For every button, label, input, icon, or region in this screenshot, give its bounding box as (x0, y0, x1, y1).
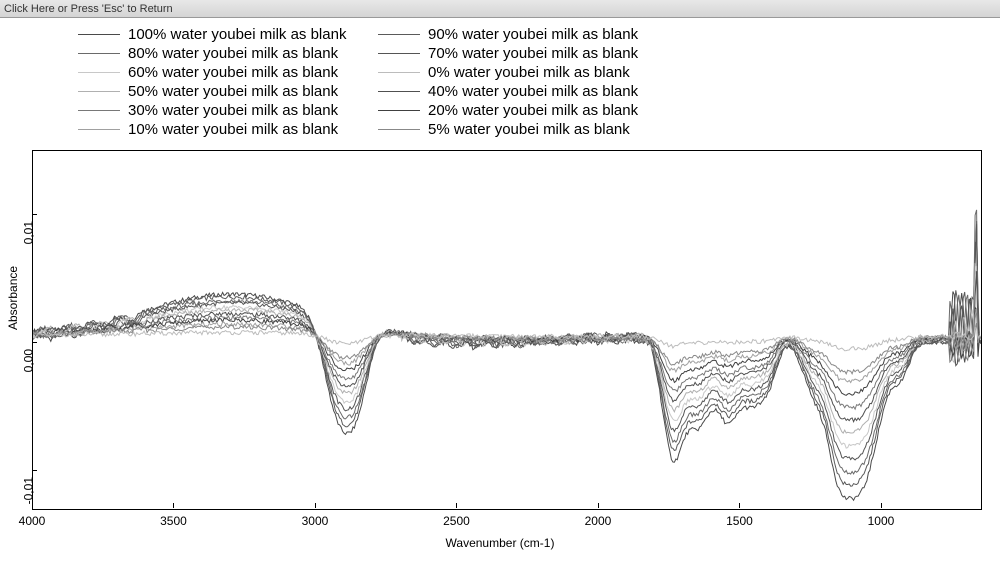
legend-swatch (78, 129, 120, 130)
legend-label: 0% water youbei milk as blank (428, 63, 630, 82)
legend-item: 100% water youbei milk as blank (78, 25, 378, 44)
x-axis-label: Wavenumber (cm-1) (0, 536, 1000, 550)
spectrum-plot (32, 150, 982, 510)
x-tick-label: 2500 (443, 514, 470, 528)
y-tick-label: 0,00 (21, 349, 35, 372)
x-tick-label: 3500 (160, 514, 187, 528)
legend-item: 0% water youbei milk as blank (378, 63, 678, 82)
titlebar-text: Click Here or Press 'Esc' to Return (4, 3, 173, 15)
legend-swatch (78, 53, 120, 54)
legend-item: 60% water youbei milk as blank (78, 63, 378, 82)
x-tick-label: 3000 (302, 514, 329, 528)
legend-item: 20% water youbei milk as blank (378, 101, 678, 120)
legend-swatch (378, 110, 420, 111)
legend-label: 80% water youbei milk as blank (128, 44, 338, 63)
legend-swatch (378, 34, 420, 35)
legend-swatch (378, 53, 420, 54)
legend-label: 90% water youbei milk as blank (428, 25, 638, 44)
legend-label: 5% water youbei milk as blank (428, 120, 630, 139)
chart-legend: 100% water youbei milk as blank 90% water… (78, 25, 678, 139)
legend-label: 10% water youbei milk as blank (128, 120, 338, 139)
legend-label: 30% water youbei milk as blank (128, 101, 338, 120)
legend-item: 30% water youbei milk as blank (78, 101, 378, 120)
legend-item: 40% water youbei milk as blank (378, 82, 678, 101)
legend-label: 60% water youbei milk as blank (128, 63, 338, 82)
x-tick-label: 1500 (726, 514, 753, 528)
legend-item: 80% water youbei milk as blank (78, 44, 378, 63)
spectrum-line (33, 264, 981, 433)
spectrum-line (33, 309, 981, 409)
legend-label: 70% water youbei milk as blank (428, 44, 638, 63)
x-tick-label: 2000 (585, 514, 612, 528)
legend-item: 50% water youbei milk as blank (78, 82, 378, 101)
legend-label: 50% water youbei milk as blank (128, 82, 338, 101)
legend-label: 40% water youbei milk as blank (428, 82, 638, 101)
legend-label: 20% water youbei milk as blank (428, 101, 638, 120)
legend-swatch (378, 72, 420, 73)
x-tick-label: 1000 (868, 514, 895, 528)
spectrum-line (33, 221, 981, 500)
y-tick-label: 0,01 (21, 221, 35, 244)
legend-swatch (78, 91, 120, 92)
legend-item: 70% water youbei milk as blank (378, 44, 678, 63)
x-tick-label: 4000 (19, 514, 46, 528)
window-titlebar[interactable]: Click Here or Press 'Esc' to Return (0, 0, 1000, 18)
legend-swatch (78, 72, 120, 73)
legend-swatch (378, 91, 420, 92)
legend-swatch (78, 110, 120, 111)
y-tick-label: -0,01 (21, 477, 35, 504)
legend-swatch (78, 34, 120, 35)
spectrum-line (33, 270, 981, 449)
y-axis-label: Absorbance (6, 266, 20, 330)
legend-label: 100% water youbei milk as blank (128, 25, 346, 44)
legend-item: 10% water youbei milk as blank (78, 120, 378, 139)
spectrum-line (33, 308, 981, 396)
legend-item: 90% water youbei milk as blank (378, 25, 678, 44)
legend-swatch (378, 129, 420, 130)
spectrum-line (33, 323, 981, 374)
legend-item: 5% water youbei milk as blank (378, 120, 678, 139)
spectrum-line (33, 271, 981, 422)
